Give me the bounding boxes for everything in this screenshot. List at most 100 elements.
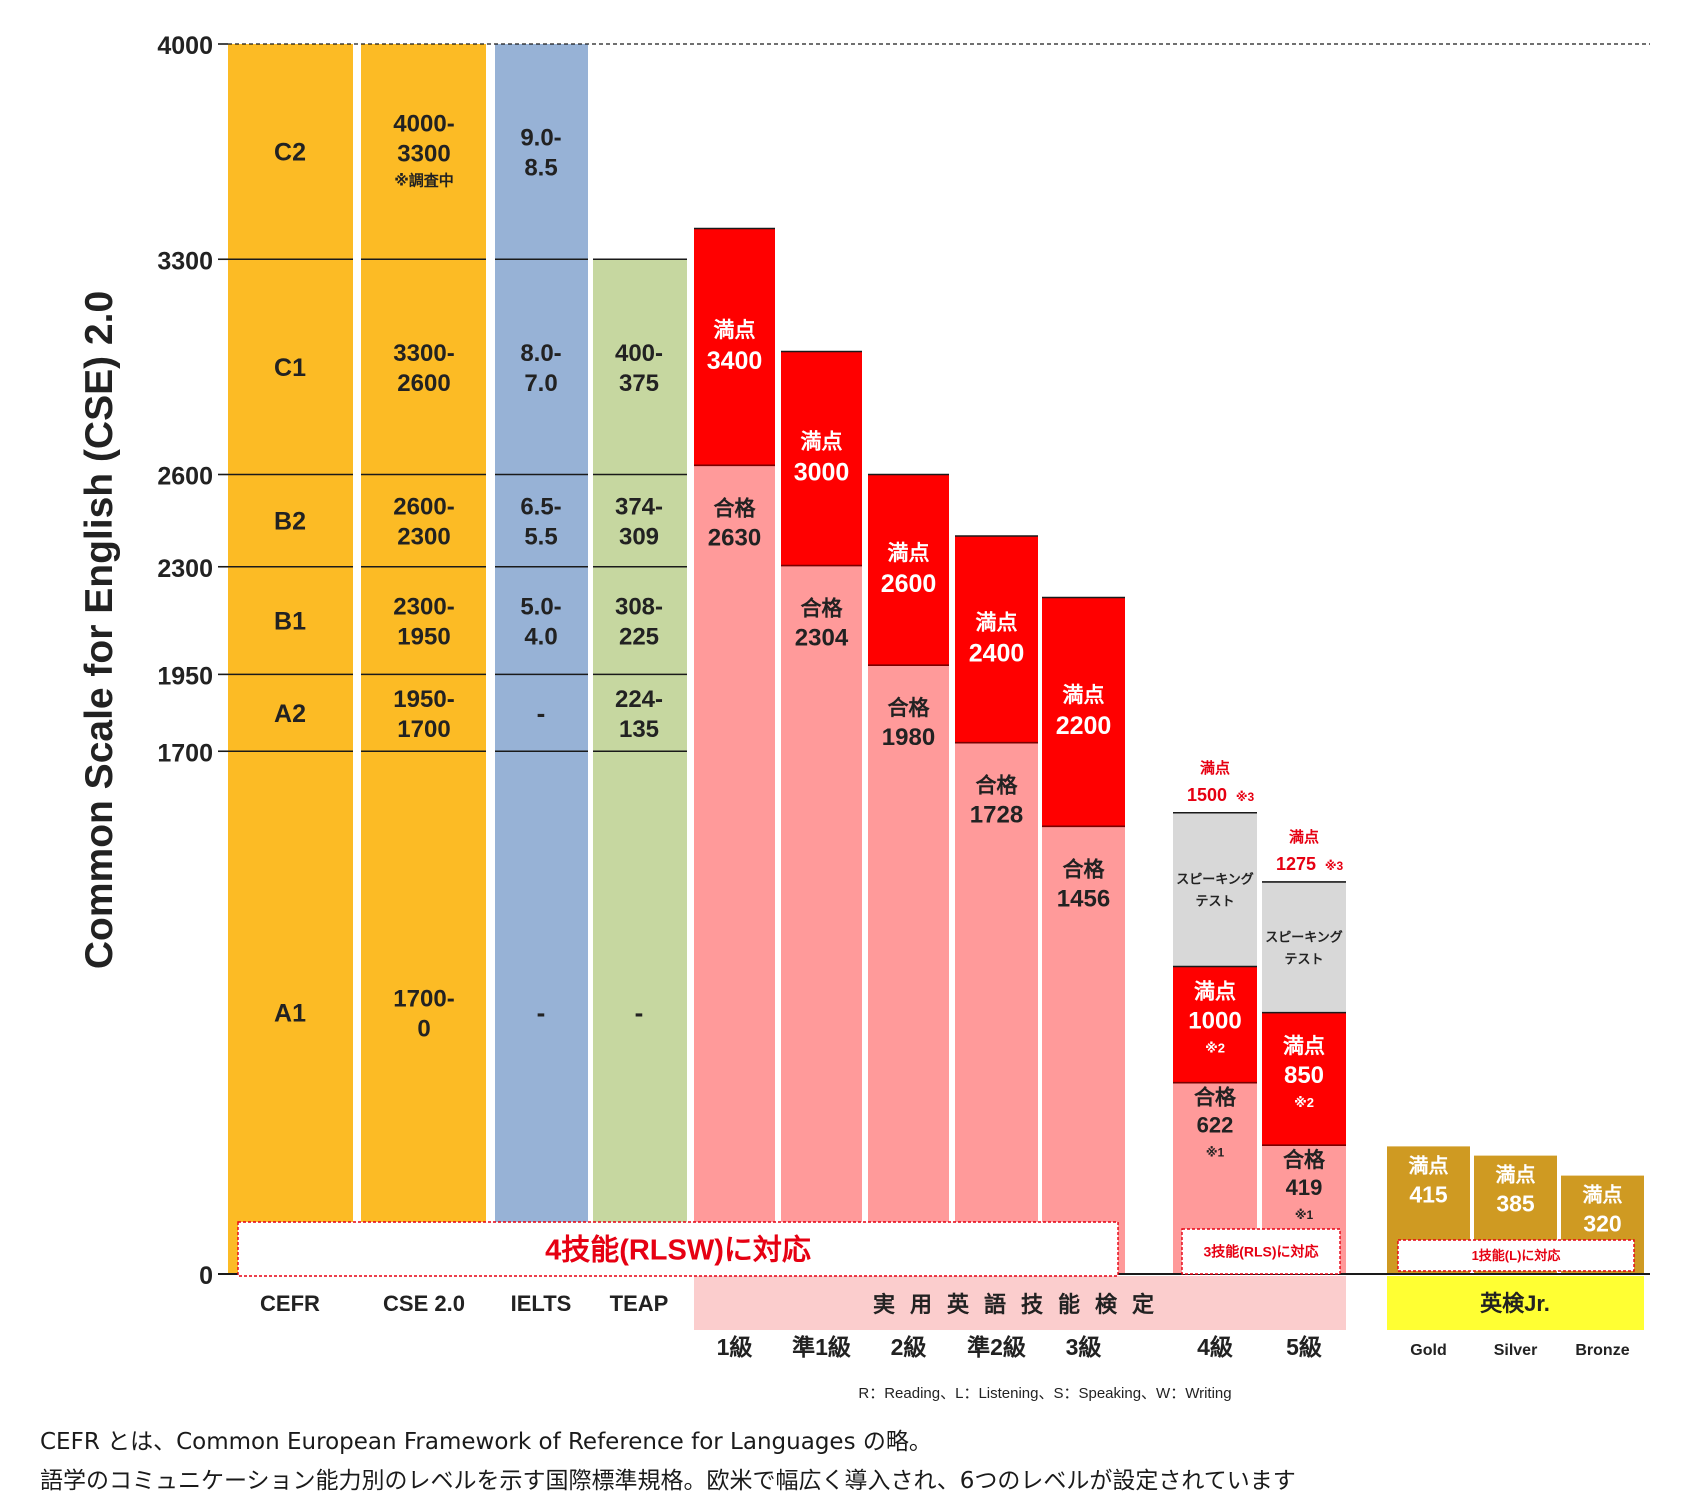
eiken-full-value-2: 2600 — [881, 570, 937, 598]
cefr-level-B1: B1 — [274, 608, 306, 636]
eiken-full-bar-3 — [955, 536, 1038, 743]
eiken-full-label-1: 満点 — [801, 430, 843, 454]
one-skill-note-box — [1397, 1239, 1635, 1272]
cefr-level-A2: A2 — [274, 700, 306, 728]
junior-full-value-2: 320 — [1583, 1211, 1621, 1237]
cse-range-A2: 1950- — [393, 686, 454, 713]
eiken-speaking-label-6: スピーキング — [1265, 929, 1343, 944]
eiken-group-label-char-6: 検 — [1095, 1292, 1118, 1317]
junior-full-value-0: 415 — [1409, 1181, 1448, 1207]
footnote-cefr-description: 語学のコミュニケーション能力別のレベルを示す国際標準規格。欧米で幅広く導入され、… — [40, 1468, 1296, 1494]
junior-group-band — [1387, 1276, 1644, 1330]
teap-range-A1: - — [635, 998, 644, 1028]
cefr-column — [228, 44, 353, 1274]
one-skill-note: 1技能(L)に対応 — [1472, 1248, 1561, 1263]
eiken-pass-label-0: 合格 — [714, 496, 757, 520]
eiken-full-note-5: ※2 — [1205, 1041, 1225, 1056]
eiken-pass-label-4: 合格 — [1063, 857, 1106, 881]
eiken-full-label-6: 満点 — [1283, 1034, 1325, 1058]
eiken-group-label-char-7: 定 — [1132, 1292, 1154, 1317]
teap-column — [593, 259, 687, 1274]
eiken-speaking-label-6-b: テスト — [1284, 951, 1323, 966]
eiken-grade-label-2: 2級 — [891, 1334, 927, 1360]
junior-full-value-1: 385 — [1496, 1191, 1535, 1217]
teap-range-B2-end: 309 — [619, 524, 659, 551]
eiken-full-note-6: ※2 — [1294, 1095, 1314, 1110]
eiken-full-bar-5 — [1173, 966, 1257, 1083]
three-skills-note-box — [1181, 1228, 1341, 1275]
eiken-pass-bar-0 — [694, 465, 775, 1274]
teap-range-B2: 374- — [615, 494, 663, 521]
eiken-total-full-value-6: 1275 — [1276, 854, 1316, 874]
eiken-total-full-label-5: 満点 — [1200, 759, 1230, 777]
y-tick-label-1700: 1700 — [157, 739, 213, 767]
junior-full-label-2: 満点 — [1583, 1184, 1623, 1207]
eiken-grade-label-3: 準2級 — [967, 1334, 1026, 1360]
eiken-full-value-6: 850 — [1284, 1062, 1324, 1089]
ielts-range-C1-end: 7.0 — [524, 370, 557, 397]
eiken-speaking-label-5-b: テスト — [1195, 894, 1234, 909]
background-layer — [694, 1276, 1644, 1330]
cse-column — [361, 44, 486, 1274]
teap-column-label: TEAP — [610, 1291, 669, 1316]
cse-range-C2-end: 3300 — [397, 141, 450, 168]
eiken-pass-label-1: 合格 — [801, 597, 844, 621]
eiken-pass-label-2: 合格 — [888, 696, 931, 720]
labels-layer: 0 1700 1950 2300 2600 3300 4000 CEFR CSE 2.0 IELT… — [157, 32, 1635, 1402]
ielts-range-B2-end: 5.5 — [524, 524, 557, 551]
eiken-pass-value-2: 1980 — [882, 724, 935, 751]
eiken-total-full-note-6: ※3 — [1325, 859, 1344, 873]
cse-range-B1-end: 1950 — [397, 624, 450, 651]
junior-full-label-0: 満点 — [1409, 1154, 1449, 1177]
eiken-full-label-0: 満点 — [714, 318, 756, 342]
cefr-level-B2: B2 — [274, 508, 306, 536]
eiken-grade-label-4: 3級 — [1066, 1334, 1102, 1360]
eiken-group-band — [694, 1276, 1346, 1330]
cse-range-C1-end: 2600 — [397, 370, 450, 397]
eiken-full-bar-0 — [694, 228, 775, 466]
eiken-grade-label-1: 準1級 — [792, 1334, 851, 1360]
y-tick-label-1950: 1950 — [157, 662, 213, 690]
teap-range-C1-end: 375 — [619, 370, 659, 397]
eiken-total-full-value-5: 1500 — [1187, 785, 1227, 805]
cse-range-C2: 4000- — [393, 111, 454, 138]
four-skills-note: 4技能(RLSW)に対応 — [545, 1233, 811, 1266]
eiken-speaking-bar-6 — [1262, 881, 1346, 1013]
teap-range-A2-end: 135 — [619, 716, 659, 743]
eiken-group-label-char-4: 技 — [1021, 1292, 1044, 1317]
ielts-column-label: IELTS — [511, 1291, 572, 1316]
eiken-pass-bar-1 — [781, 565, 862, 1274]
ielts-range-C2: 9.0- — [520, 125, 561, 152]
eiken-pass-note-6: ※1 — [1295, 1208, 1314, 1222]
junior-level-label-0: Gold — [1410, 1342, 1446, 1359]
eiken-pass-value-1: 2304 — [795, 625, 849, 652]
eiken-full-bar-6 — [1262, 1012, 1346, 1146]
eiken-group-label-char-5: 能 — [1058, 1292, 1080, 1317]
eiken-full-value-3: 2400 — [969, 639, 1025, 667]
ielts-range-B1-end: 4.0 — [524, 624, 557, 651]
cse-range-B2: 2600- — [393, 494, 454, 521]
eiken-total-full-note-5: ※3 — [1236, 790, 1255, 804]
eiken-full-value-5: 1000 — [1188, 1008, 1241, 1035]
skills-legend: R：Reading、L：Listening、S：Speaking、W：Writi… — [858, 1385, 1231, 1402]
teap-range-B1-end: 225 — [619, 624, 659, 651]
eiken-group-label-char-1: 用 — [910, 1292, 932, 1317]
eiken-full-bar-4 — [1042, 597, 1125, 827]
y-tick-label-4000: 4000 — [157, 32, 213, 60]
junior-full-label-1: 満点 — [1496, 1164, 1536, 1187]
bars-layer — [228, 44, 1644, 1274]
eiken-full-label-3: 満点 — [976, 610, 1018, 634]
eiken-pass-value-5: 622 — [1197, 1113, 1234, 1138]
y-tick-label-2300: 2300 — [157, 555, 213, 583]
eiken-full-value-4: 2200 — [1056, 712, 1112, 740]
ielts-range-A2: - — [537, 698, 546, 728]
eiken-pass-value-4: 1456 — [1057, 885, 1110, 912]
eiken-pass-note-5: ※1 — [1206, 1146, 1225, 1160]
eiken-full-label-2: 満点 — [888, 541, 930, 565]
eiken-full-value-0: 3400 — [707, 347, 763, 375]
eiken-pass-bar-4 — [1042, 826, 1125, 1274]
cefr-level-A1: A1 — [274, 1000, 306, 1028]
eiken-total-full-label-6: 満点 — [1289, 828, 1319, 846]
cse-range-B2-end: 2300 — [397, 524, 450, 551]
